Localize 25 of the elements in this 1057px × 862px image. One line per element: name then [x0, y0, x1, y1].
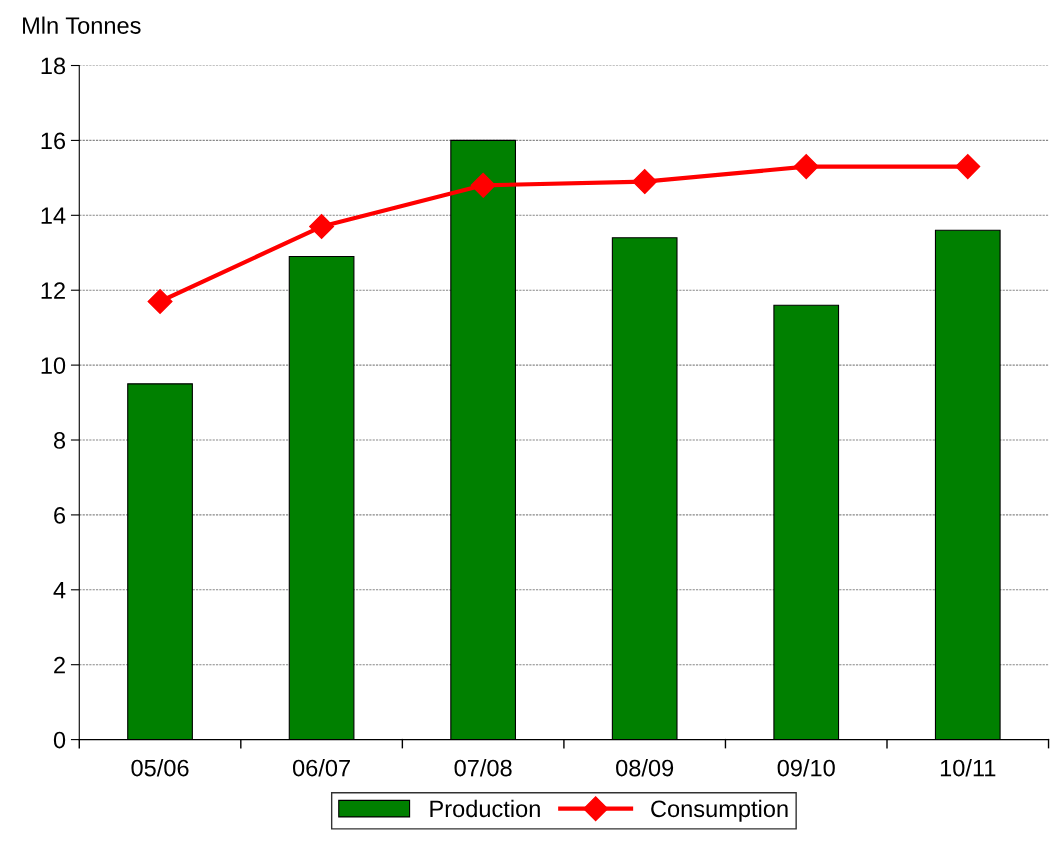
point — [147, 288, 173, 314]
y-tick-label: 16 — [41, 132, 66, 150]
x-tick-label: 07/08 — [454, 759, 512, 777]
legend-label: Consumption — [651, 799, 788, 822]
legend-label: Production — [430, 799, 540, 818]
x-tick-label: 09/10 — [777, 759, 835, 777]
x-tick-label: 10/11 — [940, 759, 996, 777]
y-axis-title: Mln Tonnes — [23, 16, 141, 34]
point — [632, 169, 658, 195]
y-tick-label: 12 — [41, 282, 65, 299]
x-tick-label: 05/06 — [131, 759, 189, 777]
point — [793, 154, 819, 180]
y-tick-label: 6 — [54, 506, 66, 524]
y-tick-label: 2 — [54, 656, 65, 674]
y-tick-label: 14 — [41, 207, 66, 224]
y-tick-label: 18 — [41, 57, 66, 75]
x-tick-label: 06/07 — [292, 759, 350, 777]
y-tick-label: 8 — [53, 432, 66, 449]
point — [470, 172, 496, 198]
x-tick-label: 08/09 — [616, 759, 674, 777]
point — [309, 214, 335, 240]
y-tick-label: 10 — [41, 357, 66, 374]
y-tick-label: 0 — [53, 731, 66, 749]
point — [955, 154, 981, 180]
y-tick-label: 4 — [53, 582, 66, 599]
